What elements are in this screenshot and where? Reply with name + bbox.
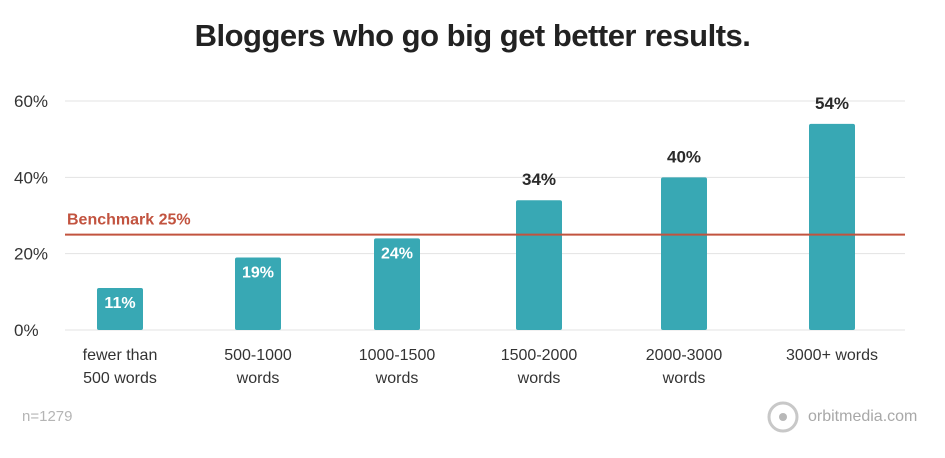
brand-name: orbitmedia.com: [808, 408, 918, 425]
x-tick-label: fewer than: [83, 347, 158, 364]
chart-title: Bloggers who go big get better results.: [194, 18, 751, 53]
x-tick-label: words: [375, 370, 419, 387]
x-tick-label: 3000+ words: [786, 347, 878, 364]
x-tick-label: 1500-2000: [501, 347, 578, 364]
y-axis-ticks: 0% 20% 40% 60%: [14, 92, 48, 340]
data-label: 54%: [815, 94, 849, 113]
bars: [97, 123, 855, 331]
orbit-logo-icon: [767, 401, 799, 433]
x-tick-label: 500-1000: [224, 347, 292, 364]
x-tick-label: 1000-1500: [359, 347, 436, 364]
bar: [374, 238, 420, 330]
bar: [809, 123, 855, 331]
y-tick-label: 60%: [14, 92, 48, 111]
brand-logo: orbitmedia.com: [766, 400, 917, 434]
x-tick-label: 500 words: [83, 370, 157, 387]
bar: [97, 288, 143, 330]
y-tick-label: 40%: [14, 168, 48, 187]
data-labels: 11% 19% 24% 34% 40% 54%: [104, 94, 849, 312]
gridlines: [65, 100, 905, 331]
data-label: 11%: [104, 295, 135, 312]
bar: [661, 177, 707, 330]
y-tick-label: 20%: [14, 245, 48, 264]
bar: [516, 200, 562, 330]
data-label: 24%: [381, 245, 413, 262]
benchmark: Benchmark 25%: [65, 212, 905, 236]
benchmark-label: Benchmark 25%: [67, 212, 191, 229]
x-tick-label: words: [662, 370, 706, 387]
x-axis-ticks: fewer than 500 words 500-1000 words 1000-150…: [83, 347, 878, 387]
bar: [235, 257, 281, 330]
x-tick-label: words: [236, 370, 280, 387]
y-tick-label: 0%: [14, 321, 39, 340]
x-tick-label: 2000-3000: [646, 347, 723, 364]
data-label: 40%: [667, 147, 701, 166]
sample-size-note: n=1279: [22, 408, 73, 425]
data-label: 19%: [242, 264, 274, 281]
x-tick-label: words: [517, 370, 561, 387]
data-label: 34%: [522, 170, 556, 189]
